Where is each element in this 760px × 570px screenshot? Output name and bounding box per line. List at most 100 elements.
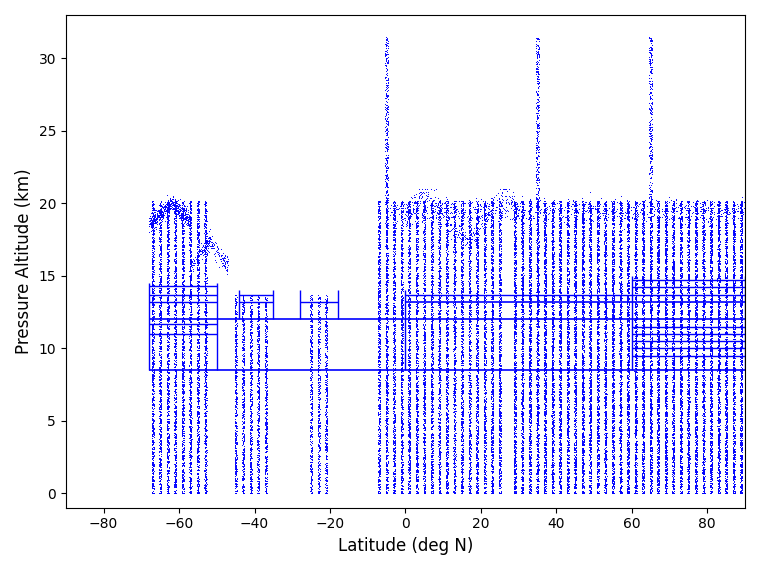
Point (162, 372, 174, 381)
Point (449, 351, 461, 360)
Point (486, 408, 499, 417)
Point (698, 250, 711, 259)
Point (683, 488, 695, 498)
Point (448, 255, 460, 264)
Point (713, 233, 725, 242)
Point (675, 258, 687, 267)
Point (305, 303, 317, 312)
Point (440, 203, 452, 213)
Point (154, 337, 166, 347)
Point (425, 481, 437, 490)
Point (653, 386, 665, 395)
Point (373, 313, 385, 322)
Point (388, 243, 400, 253)
Point (471, 233, 483, 242)
Point (178, 316, 190, 325)
Point (621, 199, 633, 208)
Point (576, 401, 588, 410)
Point (380, 480, 392, 489)
Point (576, 421, 588, 430)
Point (312, 437, 325, 446)
Point (539, 302, 551, 311)
Point (158, 208, 170, 217)
Point (622, 222, 635, 231)
Point (727, 228, 739, 237)
Point (471, 315, 483, 324)
Point (154, 386, 166, 395)
Point (154, 200, 166, 209)
Point (593, 286, 605, 295)
Point (510, 365, 522, 374)
Point (719, 256, 731, 266)
Point (644, 120, 657, 129)
Point (410, 417, 422, 426)
Point (508, 447, 521, 456)
Point (538, 200, 550, 209)
Point (161, 443, 173, 453)
Point (515, 488, 527, 498)
Point (395, 364, 407, 373)
Point (705, 346, 717, 355)
Point (478, 299, 490, 308)
Point (539, 320, 551, 329)
Point (510, 263, 522, 272)
Point (533, 72, 545, 81)
Point (193, 268, 205, 278)
Point (630, 280, 642, 290)
Point (631, 215, 643, 224)
Point (184, 219, 196, 229)
Point (591, 201, 603, 210)
Point (442, 433, 454, 442)
Point (532, 278, 544, 287)
Point (456, 384, 468, 393)
Point (410, 302, 422, 311)
Point (576, 418, 588, 427)
Point (199, 352, 211, 361)
Point (660, 300, 673, 309)
Point (524, 286, 536, 295)
Point (417, 377, 429, 386)
Point (577, 241, 589, 250)
Point (682, 315, 694, 324)
Point (496, 198, 508, 207)
Point (373, 389, 385, 398)
Point (412, 213, 424, 222)
Point (585, 316, 597, 325)
Point (486, 428, 499, 437)
Point (410, 278, 422, 287)
Point (389, 475, 401, 484)
Point (644, 313, 657, 322)
Point (486, 220, 498, 229)
Point (660, 271, 672, 280)
Point (555, 261, 567, 270)
Point (184, 351, 196, 360)
Point (238, 446, 250, 455)
Point (735, 392, 747, 401)
Point (244, 448, 256, 457)
Point (433, 198, 445, 207)
Point (432, 355, 445, 364)
Point (515, 220, 527, 229)
Point (644, 382, 657, 392)
Point (614, 458, 626, 467)
Point (191, 428, 203, 437)
Point (736, 425, 748, 434)
Point (419, 390, 431, 399)
Point (547, 425, 559, 434)
Point (372, 424, 385, 433)
Point (608, 254, 620, 263)
Point (312, 396, 325, 405)
Point (169, 243, 182, 252)
Point (584, 373, 597, 382)
Point (395, 248, 407, 257)
Point (404, 461, 416, 470)
Point (682, 343, 694, 352)
Point (599, 421, 611, 430)
Point (682, 365, 694, 374)
Point (622, 336, 635, 345)
Point (192, 398, 204, 407)
Point (660, 219, 672, 229)
Point (681, 361, 693, 370)
Point (538, 310, 550, 319)
Point (411, 317, 423, 326)
